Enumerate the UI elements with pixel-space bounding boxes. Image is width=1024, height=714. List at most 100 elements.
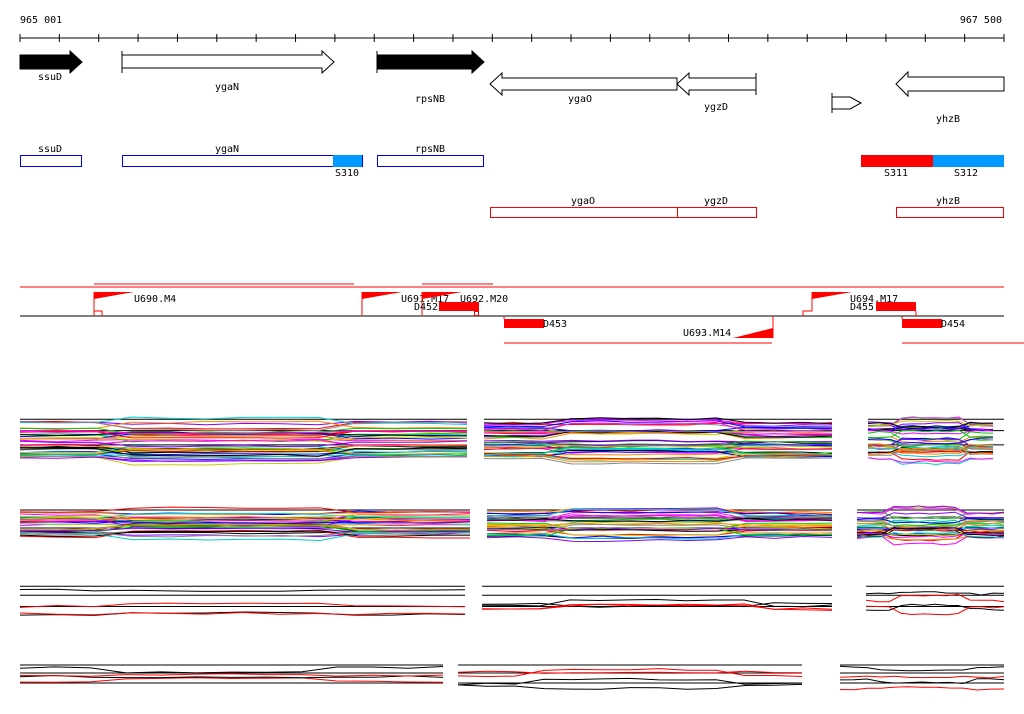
- position-ruler: 965 001 967 500: [19, 15, 1005, 42]
- upshift-label-U690.M4: U690.M4: [134, 294, 176, 305]
- gene-arrow-ygzD[interactable]: [676, 71, 757, 97]
- expression-trace: [856, 522, 1005, 531]
- box-label-ygzD: ygzD: [704, 196, 728, 207]
- gene-arrow-rpsNB[interactable]: [376, 49, 485, 75]
- downshift-D453[interactable]: [504, 319, 544, 328]
- segment-S310[interactable]: [333, 155, 362, 167]
- expression-trace: [19, 430, 468, 435]
- reverse-track: ygaO ygzD yhzB: [490, 196, 1004, 218]
- expression-trace: [457, 677, 803, 686]
- expression-trace: [19, 440, 468, 448]
- upshift-U694.M17[interactable]: [812, 292, 852, 299]
- expression-profiles: [19, 416, 1005, 691]
- expression-trace: [856, 515, 1005, 523]
- expression-trace: [486, 535, 833, 543]
- box-ssuD[interactable]: [20, 155, 82, 167]
- expression-trace: [867, 445, 994, 452]
- expression-trace: [19, 531, 471, 538]
- expression-trace: [867, 429, 994, 435]
- gene-label-ygaO: ygaO: [568, 94, 592, 105]
- gene-arrow-ssuD[interactable]: [19, 49, 83, 75]
- expression-trace: [19, 455, 468, 460]
- expression-trace: [20, 523, 471, 531]
- expression-trace: [867, 457, 994, 463]
- expression-trace: [483, 430, 833, 433]
- gene-label-ygaN: ygaN: [215, 82, 239, 93]
- downshift-label-D455: D455: [850, 302, 874, 313]
- expression-trace: [856, 520, 1005, 529]
- gene-arrow-ygaN[interactable]: [121, 49, 335, 75]
- expression-trace: [483, 447, 833, 456]
- box-label-ygaO: ygaO: [571, 196, 595, 207]
- expression-trace: [19, 447, 468, 457]
- expression-trace: [19, 674, 444, 679]
- profile-panel: [19, 585, 1005, 616]
- profile-panel: [19, 505, 1005, 546]
- expression-trace: [481, 603, 833, 611]
- expression-trace: [19, 510, 471, 516]
- expression-trace: [19, 427, 468, 435]
- expression-trace: [19, 673, 444, 677]
- box-yhzB[interactable]: [896, 207, 1004, 218]
- expression-trace: [867, 447, 994, 454]
- downshift-label-D453: D453: [543, 319, 567, 330]
- expression-trace: [19, 444, 468, 451]
- expression-trace: [486, 510, 833, 516]
- segment-label-S311: S311: [884, 168, 908, 179]
- ruler-start-label: 965 001: [20, 15, 62, 26]
- expression-trace: [19, 517, 471, 521]
- expression-trace: [865, 605, 1005, 616]
- expression-trace: [839, 686, 1005, 691]
- expression-trace: [483, 421, 833, 432]
- expression-trace: [19, 518, 471, 524]
- gene-labels: ssuD ygaN rpsNB ygaO ygzD yhzB: [38, 72, 960, 125]
- expression-trace: [856, 519, 1005, 529]
- upshift-U693.M14[interactable]: [733, 328, 773, 338]
- expression-trace: [19, 611, 466, 616]
- transcript-track: U690.M4 U691.M17 U692.M20 D452 D453 U693…: [20, 283, 1024, 344]
- expression-trace: [483, 429, 833, 438]
- upshift-U690.M4[interactable]: [94, 292, 134, 299]
- box-ygaN[interactable]: [122, 155, 363, 167]
- expression-trace: [486, 514, 833, 522]
- expression-trace: [867, 446, 994, 456]
- downshift-D454[interactable]: [902, 319, 942, 328]
- expression-trace: [19, 588, 466, 592]
- expression-trace: [839, 665, 1005, 672]
- expression-trace: [839, 678, 1005, 685]
- expression-trace: [19, 527, 471, 533]
- upshift-label-U691.M17: U691.M17: [401, 294, 449, 305]
- box-ygaO[interactable]: [490, 207, 678, 218]
- gene-arrow-ygaO[interactable]: [489, 71, 678, 97]
- expression-trace: [867, 419, 994, 428]
- segment-S311[interactable]: [861, 155, 933, 167]
- gene-label-yhzB: yhzB: [936, 114, 960, 125]
- expression-trace: [867, 425, 994, 432]
- expression-trace: [481, 598, 833, 608]
- profile-panel: [19, 416, 1004, 466]
- box-rpsNB[interactable]: [377, 155, 484, 167]
- gene-label-ygzD: ygzD: [704, 102, 728, 113]
- gene-arrow-unnamed[interactable]: [831, 96, 863, 110]
- expression-trace: [457, 670, 803, 674]
- expression-trace: [483, 442, 833, 447]
- expression-trace: [19, 506, 471, 514]
- expression-trace: [483, 454, 833, 463]
- segment-S312[interactable]: [933, 155, 1004, 167]
- expression-trace: [486, 522, 833, 527]
- downshift-D455[interactable]: [876, 302, 916, 311]
- gene-arrow-yhzB[interactable]: [895, 70, 1005, 98]
- expression-trace: [483, 443, 833, 450]
- expression-trace: [19, 421, 468, 432]
- gene-arrows: [19, 49, 1005, 113]
- expression-trace: [457, 683, 803, 690]
- expression-trace: [19, 513, 471, 522]
- segment-label-S310: S310: [335, 168, 359, 179]
- gene-label-rpsNB: rpsNB: [415, 94, 445, 105]
- expression-trace: [19, 602, 466, 608]
- downshift-D452[interactable]: [439, 302, 479, 311]
- expression-trace: [19, 514, 471, 518]
- box-ygzD[interactable]: [677, 207, 757, 218]
- upshift-label-U693.M14: U693.M14: [683, 328, 731, 339]
- profile-panel: [19, 664, 1005, 691]
